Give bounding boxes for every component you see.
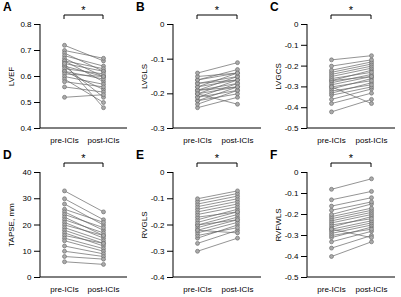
svg-text:pre-ICIs: pre-ICIs xyxy=(50,136,78,145)
svg-text:*: * xyxy=(215,152,220,164)
svg-text:post-ICIs: post-ICIs xyxy=(355,285,387,294)
svg-text:pre-ICIs: pre-ICIs xyxy=(183,136,211,145)
svg-text:LVGCS: LVGCS xyxy=(274,63,283,90)
svg-text:-0.1: -0.1 xyxy=(285,189,299,198)
svg-text:-0.3: -0.3 xyxy=(151,247,165,256)
html-text:D: D xyxy=(3,148,12,162)
svg-text:-0.5: -0.5 xyxy=(285,124,299,133)
svg-text:pre-ICIs: pre-ICIs xyxy=(183,285,211,294)
svg-text:-0.3: -0.3 xyxy=(151,124,165,133)
svg-text:-0.3: -0.3 xyxy=(285,231,299,240)
svg-text:pre-ICIs: pre-ICIs xyxy=(50,285,78,294)
svg-text:post-ICIs: post-ICIs xyxy=(221,136,253,145)
svg-text:-0.5: -0.5 xyxy=(285,273,299,282)
html-text:F: F xyxy=(270,148,278,162)
svg-text:post-ICIs: post-ICIs xyxy=(221,285,253,294)
html-text:E: E xyxy=(136,148,144,162)
svg-text:-0.4: -0.4 xyxy=(151,273,165,282)
svg-text:-0.1: -0.1 xyxy=(151,55,165,64)
svg-text:*: * xyxy=(215,4,220,16)
svg-text:40: 40 xyxy=(23,168,32,177)
svg-text:post-ICIs: post-ICIs xyxy=(87,285,119,294)
html-text:C: C xyxy=(270,0,279,14)
svg-text:10: 10 xyxy=(23,247,32,256)
svg-text:-0.4: -0.4 xyxy=(285,103,299,112)
svg-text:-0.2: -0.2 xyxy=(285,210,299,219)
svg-text:*: * xyxy=(349,152,354,164)
svg-text:-0.2: -0.2 xyxy=(285,62,299,71)
svg-text:*: * xyxy=(81,152,86,164)
svg-text:20: 20 xyxy=(23,221,32,230)
svg-text:-0.2: -0.2 xyxy=(151,89,165,98)
svg-text:-0.3: -0.3 xyxy=(285,82,299,91)
svg-text:TAPSE, mm: TAPSE, mm xyxy=(7,203,16,247)
svg-text:post-ICIs: post-ICIs xyxy=(355,136,387,145)
svg-text:pre-ICIs: pre-ICIs xyxy=(317,136,345,145)
svg-text:0.4: 0.4 xyxy=(20,124,32,133)
svg-text:0: 0 xyxy=(294,168,299,177)
svg-text:-0.1: -0.1 xyxy=(285,41,299,50)
svg-text:LVEF: LVEF xyxy=(7,67,16,87)
svg-text:LVGLS: LVGLS xyxy=(140,64,149,89)
svg-text:0.6: 0.6 xyxy=(20,72,32,81)
svg-text:post-ICIs: post-ICIs xyxy=(87,136,119,145)
svg-text:*: * xyxy=(349,4,354,16)
html-text:B: B xyxy=(136,0,145,14)
svg-text:0.7: 0.7 xyxy=(20,46,32,55)
svg-text:RVGLS: RVGLS xyxy=(140,212,149,239)
svg-text:pre-ICIs: pre-ICIs xyxy=(317,285,345,294)
html-text:A: A xyxy=(3,0,12,14)
svg-text:RVFWLS: RVFWLS xyxy=(274,208,283,241)
svg-text:0: 0 xyxy=(160,168,165,177)
svg-text:-0.1: -0.1 xyxy=(151,194,165,203)
svg-text:-0.2: -0.2 xyxy=(151,221,165,230)
svg-text:0.8: 0.8 xyxy=(20,20,32,29)
svg-text:-0.4: -0.4 xyxy=(285,252,299,261)
svg-text:0.5: 0.5 xyxy=(20,98,32,107)
svg-text:0: 0 xyxy=(160,20,165,29)
svg-text:*: * xyxy=(81,4,86,16)
svg-text:0: 0 xyxy=(294,20,299,29)
svg-text:0: 0 xyxy=(27,273,32,282)
svg-text:30: 30 xyxy=(23,194,32,203)
